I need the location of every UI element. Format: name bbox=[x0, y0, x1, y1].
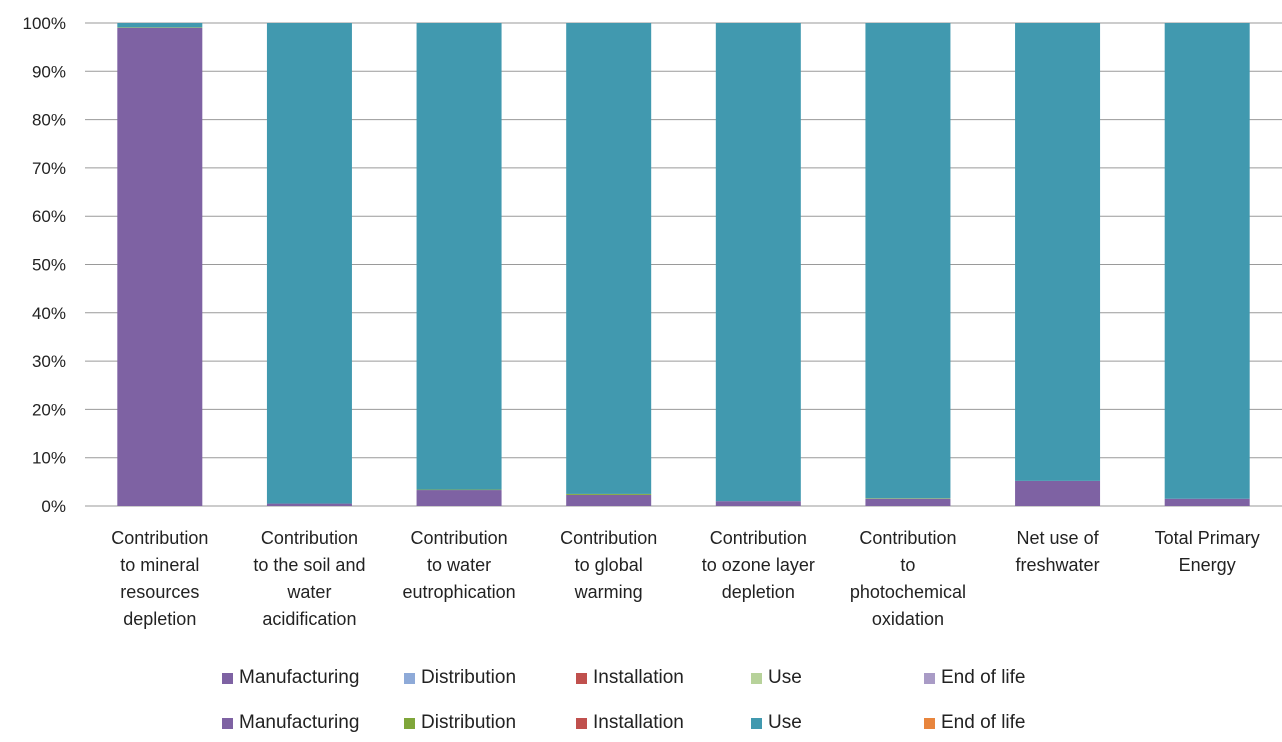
y-tick-label: 30% bbox=[32, 352, 66, 371]
legend-swatch bbox=[751, 673, 762, 684]
bar-segment-manufacturing bbox=[566, 495, 651, 506]
legend-swatch bbox=[404, 718, 415, 729]
y-tick-label: 0% bbox=[41, 497, 66, 516]
bar-segment-use bbox=[117, 23, 202, 27]
bar-segment-manufacturing bbox=[267, 504, 352, 506]
legend-item-distribution: Distribution bbox=[404, 667, 516, 689]
legend-label: Distribution bbox=[421, 667, 516, 689]
legend-label: Manufacturing bbox=[239, 667, 359, 689]
bar-segment-manufacturing bbox=[1015, 481, 1100, 506]
legend-swatch bbox=[222, 673, 233, 684]
bar-segment-manufacturing bbox=[1165, 499, 1250, 506]
y-tick-label: 90% bbox=[32, 62, 66, 81]
y-axis-ticks: 0% 10% 20% 30% 40% 50% 60% 70% 80% 90% 100% bbox=[23, 14, 66, 516]
legend-swatch bbox=[576, 673, 587, 684]
y-tick-label: 80% bbox=[32, 111, 66, 130]
legend-swatch bbox=[404, 673, 415, 684]
legend-item-manufacturing: Manufacturing bbox=[222, 667, 359, 689]
bar-segment-manufacturing bbox=[117, 28, 202, 506]
legend-item-use: Use bbox=[751, 667, 802, 689]
legend-label: End of life bbox=[941, 712, 1026, 734]
legend-swatch bbox=[924, 718, 935, 729]
bar-segment-use bbox=[566, 23, 651, 494]
legend-item-installation: Installation bbox=[576, 667, 684, 689]
legend-swatch bbox=[576, 718, 587, 729]
legend-swatch bbox=[222, 718, 233, 729]
legend-row-2: Manufacturing Distribution Installation Use… bbox=[0, 712, 1282, 742]
legend-label: End of life bbox=[941, 667, 1026, 689]
bar-segment-use bbox=[267, 23, 352, 504]
gridlines bbox=[85, 23, 1282, 506]
legend-row-1: Manufacturing Distribution Installation Use… bbox=[0, 667, 1282, 697]
bar-segment-distribution bbox=[566, 494, 651, 495]
legend-label: Use bbox=[768, 712, 802, 734]
y-tick-label: 60% bbox=[32, 207, 66, 226]
legend-item-distribution: Distribution bbox=[404, 712, 516, 734]
bar-segment-manufacturing bbox=[865, 499, 950, 506]
y-tick-label: 70% bbox=[32, 159, 66, 178]
bar-segment-manufacturing bbox=[716, 501, 801, 506]
legend-label: Installation bbox=[593, 667, 684, 689]
bar-segment-use bbox=[417, 23, 502, 490]
y-tick-label: 40% bbox=[32, 304, 66, 323]
bar-segment-use bbox=[1165, 23, 1250, 499]
y-tick-label: 20% bbox=[32, 400, 66, 419]
y-tick-label: 10% bbox=[32, 449, 66, 468]
legend-swatch bbox=[924, 673, 935, 684]
legend-item-installation: Installation bbox=[576, 712, 684, 734]
legend-item-end-of-life: End of life bbox=[924, 712, 1026, 734]
bar-segment-manufacturing bbox=[417, 490, 502, 506]
legend-swatch bbox=[751, 718, 762, 729]
legend-label: Use bbox=[768, 667, 802, 689]
bar-segment-use bbox=[1015, 23, 1100, 481]
bar-segment-use bbox=[865, 23, 950, 498]
legend-item-use: Use bbox=[751, 712, 802, 734]
legend-item-end-of-life: End of life bbox=[924, 667, 1026, 689]
y-tick-label: 100% bbox=[23, 14, 66, 33]
legend-label: Distribution bbox=[421, 712, 516, 734]
legend-label: Manufacturing bbox=[239, 712, 359, 734]
legend-label: Installation bbox=[593, 712, 684, 734]
legend-item-manufacturing: Manufacturing bbox=[222, 712, 359, 734]
y-tick-label: 50% bbox=[32, 256, 66, 275]
bar-segment-use bbox=[716, 23, 801, 501]
